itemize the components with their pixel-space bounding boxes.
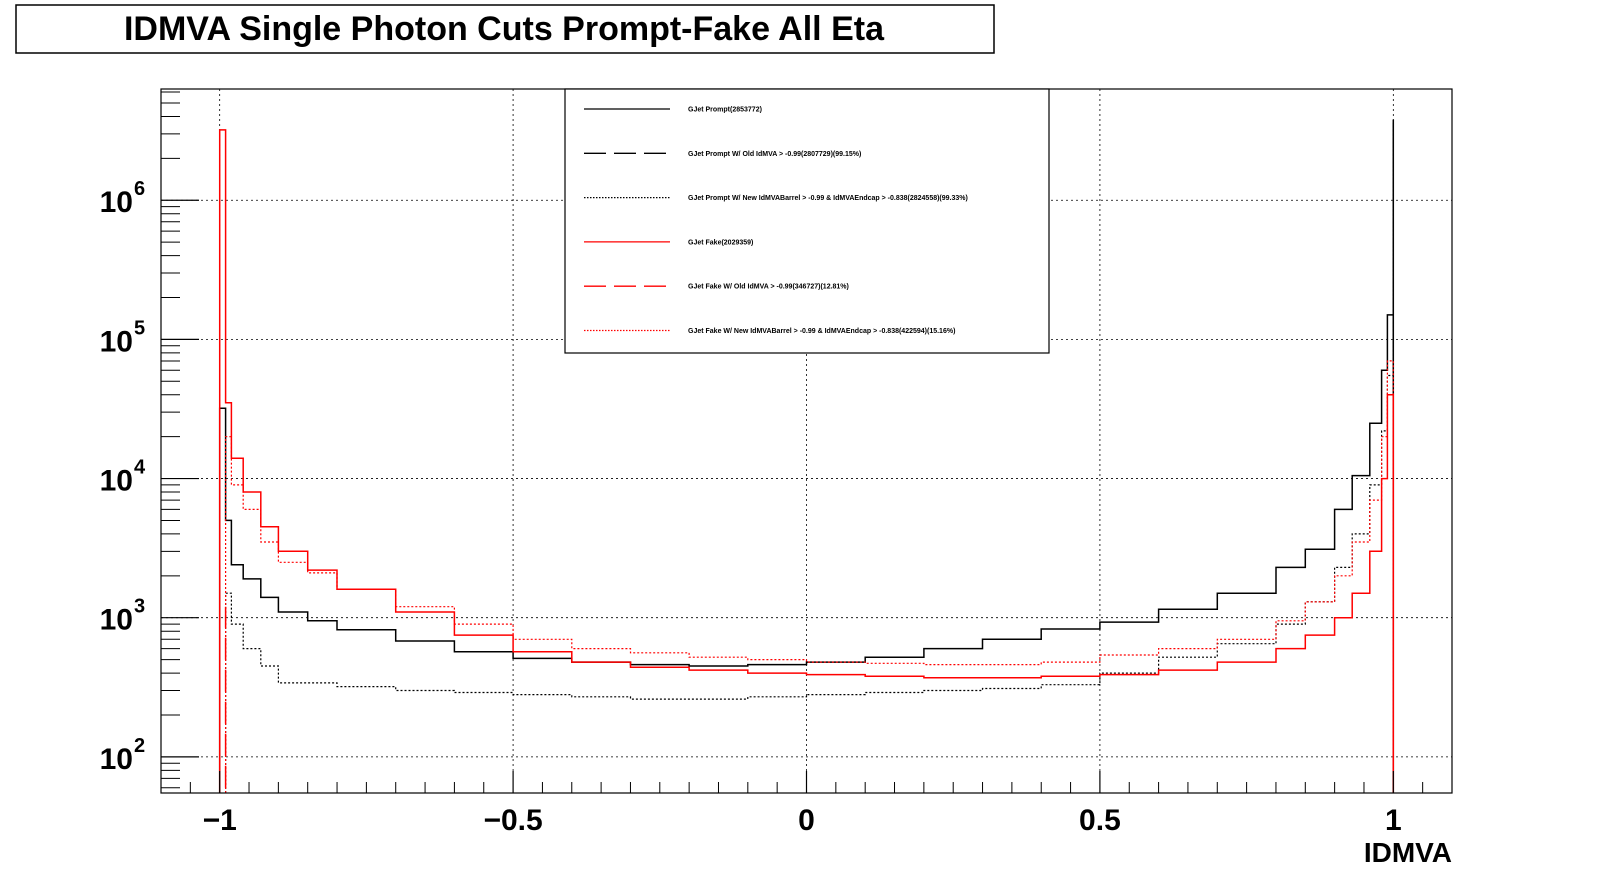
y-tick-exponent: 6 [134,178,145,200]
y-tick-label: 10 [100,743,133,776]
legend-label-2: GJet Prompt W/ Old IdMVA > -0.99(2807729… [688,151,861,158]
y-tick-label: 10 [100,325,133,358]
y-tick-label: 10 [100,465,133,498]
series-line-1 [218,119,1395,793]
chart-title: IDMVA Single Photon Cuts Prompt-Fake All… [124,10,885,48]
legend-box [564,88,1050,354]
legend: GJet Prompt(2853772) GJet Prompt W/ Old I… [564,88,1050,354]
legend-label-6: GJet Fake W/ New IdMVABarrel > -0.99 & I… [688,328,955,335]
axis-ticks [161,91,1424,793]
series-line-6 [225,360,1394,793]
legend-label-3: GJet Prompt W/ New IdMVABarrel > -0.99 &… [688,195,968,202]
series-line-4 [218,129,1395,793]
legend-label-1: GJet Prompt(2853772) [688,107,762,114]
y-tick-exponent: 3 [134,596,145,618]
y-tick-label: 10 [100,604,133,637]
x-tick-label: −1 [203,804,237,837]
series-layer [218,119,1395,793]
y-tick-exponent: 4 [134,457,146,479]
x-tick-label: 0 [798,804,815,837]
x-tick-label: 0.5 [1079,804,1121,837]
y-tick-exponent: 5 [134,317,145,339]
x-tick-label: 1 [1385,804,1402,837]
title-box: IDMVA Single Photon Cuts Prompt-Fake All… [15,4,995,54]
legend-label-4: GJet Fake(2029359) [688,239,753,246]
x-tick-label: −0.5 [483,804,542,837]
legend-label-5: GJet Fake W/ Old IdMVA > -0.99(346727)(1… [688,284,849,291]
y-tick-label: 10 [100,186,133,219]
y-tick-exponent: 2 [134,735,145,757]
series-line-3 [225,122,1394,793]
x-axis-label: IDMVA [1364,837,1452,868]
